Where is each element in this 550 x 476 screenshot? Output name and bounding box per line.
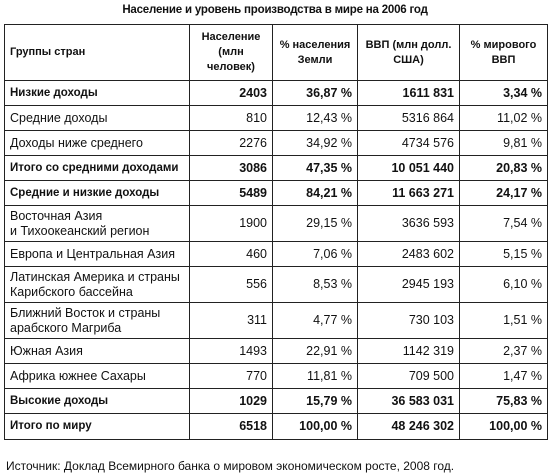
cell-population: 556 [189,266,273,303]
cell-population-share: 84,21 % [272,180,358,206]
cell-gdp-share: 100,00 % [459,413,548,440]
cell-gdp-share: 7,54 % [459,205,548,242]
cell-gdp: 36 583 031 [357,388,460,414]
cell-gdp-share: 9,81 % [459,130,548,156]
cell-group: Восточная Азия и Тихоокеанский регион [4,205,190,242]
table-row: Высокие доходы 1029 15,79 % 36 583 031 75,83… [4,388,548,414]
column-header-gdp: ВВП (млн долл. США) [357,24,460,81]
column-header-gdp-share: % мирового ВВП [459,24,548,81]
cell-population: 810 [189,105,273,131]
table-row: Европа и Центральная Азия 460 7,06 % 2483 6… [4,241,548,267]
cell-group: Доходы ниже среднего [4,130,190,156]
cell-gdp: 2483 602 [357,241,460,267]
cell-population-share: 7,06 % [272,241,358,267]
table-row: Латинская Америка и страны Карибского ба… [4,266,548,303]
cell-gdp: 11 663 271 [357,180,460,206]
cell-population-share: 34,92 % [272,130,358,156]
cell-gdp-share: 2,37 % [459,338,548,364]
cell-gdp-share: 6,10 % [459,266,548,303]
cell-gdp: 4734 576 [357,130,460,156]
column-header-population-share: % населения Земли [272,24,358,81]
cell-population-share: 29,15 % [272,205,358,242]
cell-group: Итого по миру [4,413,190,440]
cell-group: Низкие доходы [4,80,190,106]
cell-gdp: 2945 193 [357,266,460,303]
cell-gdp: 48 246 302 [357,413,460,440]
cell-population: 770 [189,363,273,389]
cell-gdp-share: 24,17 % [459,180,548,206]
cell-gdp-share: 3,34 % [459,80,548,106]
cell-gdp: 3636 593 [357,205,460,242]
cell-population-share: 4,77 % [272,302,358,339]
table-row: Низкие доходы 2403 36,87 % 1611 831 3,34 % [4,80,548,106]
cell-population: 311 [189,302,273,339]
column-header-population: Население (млн человек) [189,24,273,81]
table-row: Итого со средними доходами 3086 47,35 % 10 … [4,155,548,181]
source-note: Источник: Доклад Всемирного банка о миро… [6,459,455,473]
cell-gdp-share: 5,15 % [459,241,548,267]
cell-gdp-share: 20,83 % [459,155,548,181]
cell-gdp: 730 103 [357,302,460,339]
cell-population-share: 100,00 % [272,413,358,440]
cell-population-share: 12,43 % [272,105,358,131]
cell-gdp: 5316 864 [357,105,460,131]
table-row: Доходы ниже среднего 2276 34,92 % 4734 576 9… [4,130,548,156]
table-body: Низкие доходы 2403 36,87 % 1611 831 3,34 % Ср… [4,80,548,440]
cell-group: Итого со средними доходами [4,155,190,181]
cell-population-share: 15,79 % [272,388,358,414]
cell-group: Южная Азия [4,338,190,364]
table-title: Население и уровень производства в мире … [122,4,428,16]
table-row: Южная Азия 1493 22,91 % 1142 319 2,37 % [4,338,548,364]
cell-population-share: 11,81 % [272,363,358,389]
cell-population: 6518 [189,413,273,440]
cell-gdp-share: 75,83 % [459,388,548,414]
cell-population: 460 [189,241,273,267]
cell-group: Латинская Америка и страны Карибского ба… [4,266,190,303]
data-table: Группы стран Население (млн человек) % н… [4,24,548,440]
table-row: Итого по миру 6518 100,00 % 48 246 302 100,0… [4,413,548,440]
cell-group: Ближний Восток и страны арабского Магриб… [4,302,190,339]
cell-population: 2403 [189,80,273,106]
cell-population: 5489 [189,180,273,206]
cell-population-share: 36,87 % [272,80,358,106]
cell-gdp: 709 500 [357,363,460,389]
table-row: Восточная Азия и Тихоокеанский регион 190… [4,205,548,242]
cell-gdp: 1142 319 [357,338,460,364]
cell-gdp-share: 1,47 % [459,363,548,389]
cell-population-share: 47,35 % [272,155,358,181]
cell-population: 1029 [189,388,273,414]
cell-gdp: 1611 831 [357,80,460,106]
table-row: Средние и низкие доходы 5489 84,21 % 11 663… [4,180,548,206]
cell-gdp-share: 1,51 % [459,302,548,339]
cell-gdp: 10 051 440 [357,155,460,181]
cell-population: 2276 [189,130,273,156]
cell-gdp-share: 11,02 % [459,105,548,131]
table-row: Ближний Восток и страны арабского Магриб… [4,302,548,339]
cell-group: Высокие доходы [4,388,190,414]
cell-population: 1493 [189,338,273,364]
column-header-group: Группы стран [4,24,190,81]
cell-population: 1900 [189,205,273,242]
table-row: Средние доходы 810 12,43 % 5316 864 11,02 % [4,105,548,131]
cell-group: Средние и низкие доходы [4,180,190,206]
cell-population-share: 8,53 % [272,266,358,303]
cell-population: 3086 [189,155,273,181]
header-row: Группы стран Население (млн человек) % н… [4,24,548,81]
cell-group: Африка южнее Сахары [4,363,190,389]
cell-population-share: 22,91 % [272,338,358,364]
cell-group: Средние доходы [4,105,190,131]
cell-group: Европа и Центральная Азия [4,241,190,267]
table-row: Африка южнее Сахары 770 11,81 % 709 500 1,47… [4,363,548,389]
